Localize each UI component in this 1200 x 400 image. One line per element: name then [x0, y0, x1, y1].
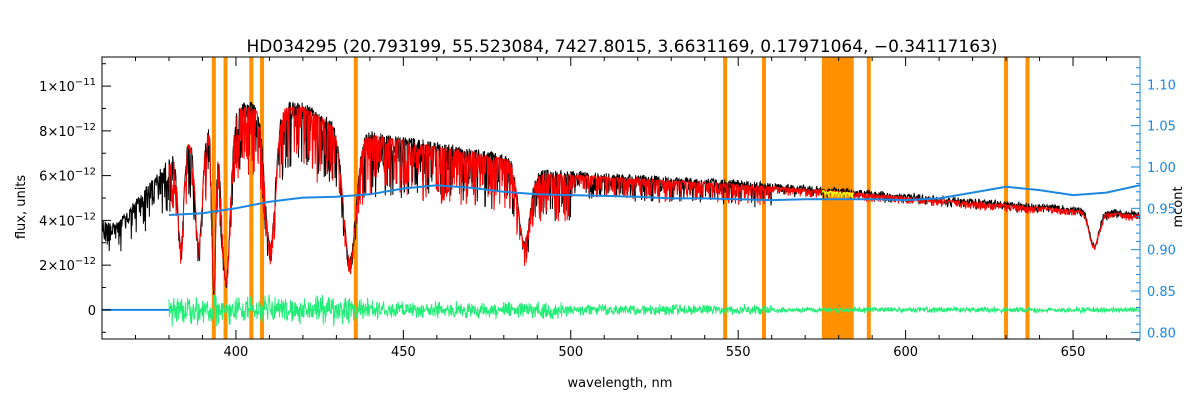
y-tick-label: 1×10−11: [39, 77, 96, 95]
masked-line: [1025, 57, 1030, 339]
y-tick-label: 6×10−12: [39, 167, 96, 185]
y2-tick-label: 0.80: [1147, 326, 1176, 341]
x-tick-label: 650: [1061, 345, 1086, 360]
x-tick-label: 400: [224, 345, 249, 360]
plot-frame: [101, 56, 1141, 340]
y2-tick-label: 1.00: [1147, 161, 1176, 176]
y2-axis-title: mcont: [1171, 186, 1186, 227]
y-axis-title: flux, units: [14, 175, 29, 240]
y-tick-label: 0: [88, 304, 96, 319]
y2-tick-label: 1.10: [1147, 78, 1176, 93]
chart-title: HD034295 (20.793199, 55.523084, 7427.801…: [247, 37, 998, 57]
y-tick-label: 2×10−12: [39, 256, 96, 274]
x-axis-title: wavelength, nm: [568, 376, 673, 391]
series-model: [168, 105, 1141, 292]
y2-tick-label: 0.85: [1147, 285, 1176, 300]
series-residual: [168, 294, 1141, 327]
y-tick-label: 4×10−12: [39, 211, 96, 229]
x-tick-label: 600: [893, 345, 918, 360]
y2-tick-label: 0.90: [1147, 244, 1176, 259]
x-tick-label: 500: [558, 345, 583, 360]
series-mcont: [168, 184, 1141, 216]
masked-line: [1004, 57, 1009, 339]
x-tick-label: 550: [726, 345, 751, 360]
masked-band: [821, 57, 854, 339]
masked-line: [249, 57, 254, 339]
axes: 400 450 500 550 600 650 0 2×10−12 4×10−12 6×10−12…: [39, 57, 1176, 360]
series-group: [101, 101, 1141, 327]
x-tick-label: 450: [391, 345, 416, 360]
masked-line: [353, 57, 358, 339]
y2-tick-label: 1.05: [1147, 120, 1176, 135]
masked-line: [260, 57, 265, 339]
masked-line: [211, 57, 216, 339]
masked-line: [223, 57, 228, 339]
series-masked-model: [821, 189, 855, 199]
y-tick-label: 8×10−12: [39, 122, 96, 140]
y2-tick-label: 0.95: [1147, 202, 1176, 217]
